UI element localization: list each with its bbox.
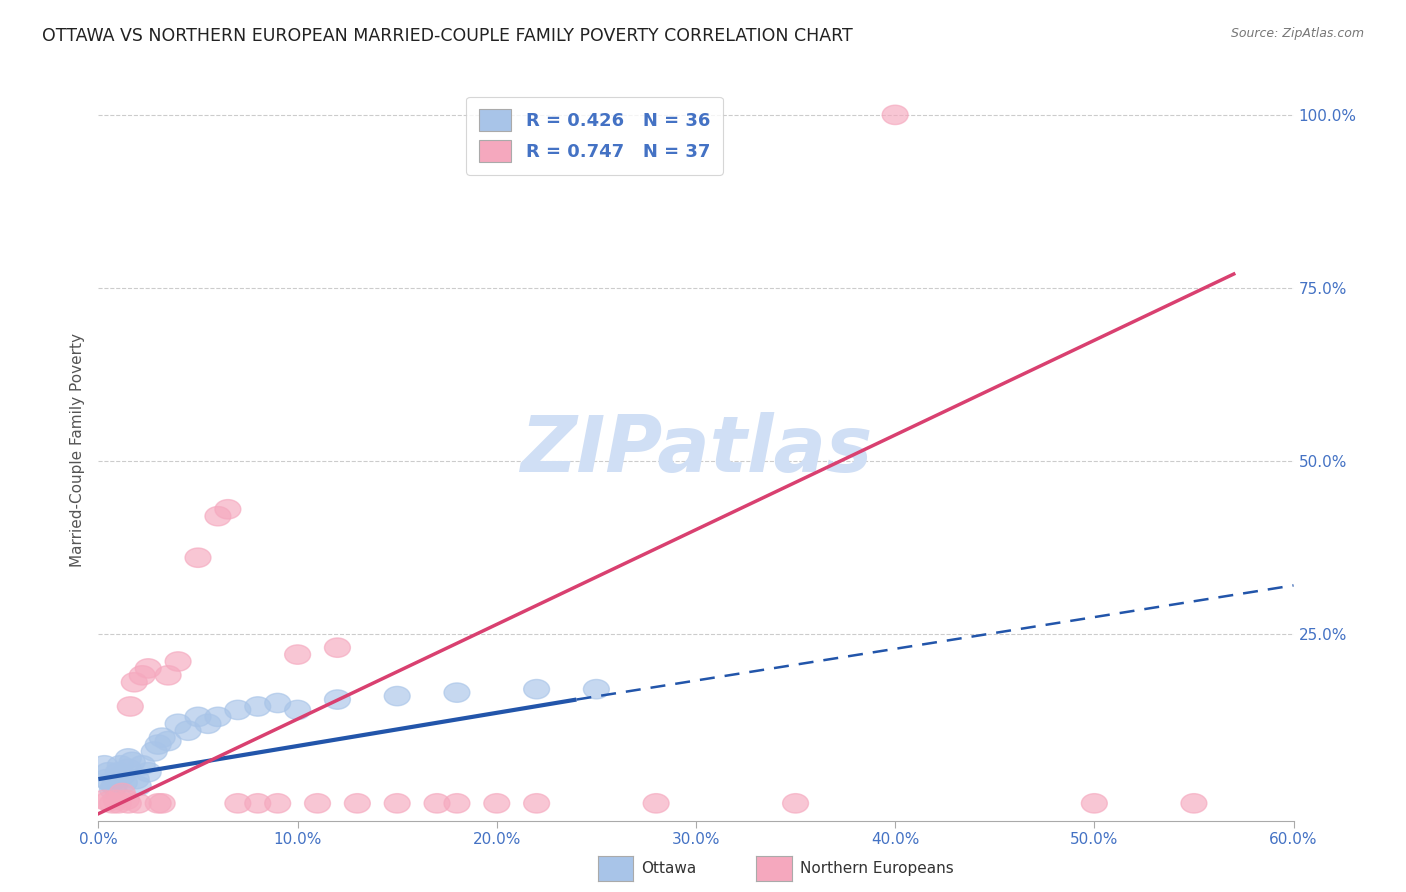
Ellipse shape	[111, 772, 138, 792]
Ellipse shape	[284, 645, 311, 665]
Ellipse shape	[444, 683, 470, 702]
Ellipse shape	[129, 756, 155, 775]
Ellipse shape	[125, 776, 152, 796]
Ellipse shape	[783, 794, 808, 813]
Ellipse shape	[107, 756, 134, 775]
Ellipse shape	[882, 105, 908, 125]
Ellipse shape	[115, 794, 141, 813]
Ellipse shape	[523, 680, 550, 698]
Ellipse shape	[155, 731, 181, 751]
Ellipse shape	[225, 700, 250, 720]
Ellipse shape	[91, 756, 117, 775]
Ellipse shape	[523, 794, 550, 813]
Ellipse shape	[149, 794, 176, 813]
Ellipse shape	[120, 752, 145, 772]
Ellipse shape	[96, 763, 121, 782]
Ellipse shape	[104, 770, 129, 789]
Ellipse shape	[115, 759, 141, 779]
Ellipse shape	[155, 665, 181, 685]
Ellipse shape	[186, 707, 211, 727]
Ellipse shape	[643, 794, 669, 813]
Ellipse shape	[114, 790, 139, 810]
Text: Ottawa: Ottawa	[641, 862, 696, 876]
Ellipse shape	[104, 790, 129, 810]
Ellipse shape	[1081, 794, 1108, 813]
Ellipse shape	[100, 780, 125, 799]
Ellipse shape	[105, 763, 131, 782]
Ellipse shape	[245, 794, 271, 813]
Ellipse shape	[1181, 794, 1206, 813]
Ellipse shape	[284, 700, 311, 720]
Ellipse shape	[245, 697, 271, 716]
Ellipse shape	[205, 707, 231, 727]
Ellipse shape	[384, 794, 411, 813]
Text: ZIPatlas: ZIPatlas	[520, 412, 872, 489]
Ellipse shape	[135, 658, 162, 678]
Text: OTTAWA VS NORTHERN EUROPEAN MARRIED-COUPLE FAMILY POVERTY CORRELATION CHART: OTTAWA VS NORTHERN EUROPEAN MARRIED-COUP…	[42, 27, 853, 45]
Ellipse shape	[425, 794, 450, 813]
Ellipse shape	[264, 693, 291, 713]
Ellipse shape	[186, 548, 211, 567]
Ellipse shape	[117, 697, 143, 716]
Ellipse shape	[121, 673, 148, 692]
Ellipse shape	[145, 735, 172, 755]
Ellipse shape	[93, 770, 120, 789]
Ellipse shape	[344, 794, 370, 813]
Ellipse shape	[195, 714, 221, 733]
Ellipse shape	[205, 507, 231, 526]
Ellipse shape	[384, 687, 411, 706]
Ellipse shape	[305, 794, 330, 813]
Ellipse shape	[215, 500, 240, 519]
Ellipse shape	[115, 748, 141, 768]
Ellipse shape	[149, 728, 176, 747]
Ellipse shape	[165, 652, 191, 671]
Ellipse shape	[110, 766, 135, 785]
Text: Source: ZipAtlas.com: Source: ZipAtlas.com	[1230, 27, 1364, 40]
Ellipse shape	[97, 772, 124, 792]
Ellipse shape	[264, 794, 291, 813]
Ellipse shape	[141, 742, 167, 761]
Ellipse shape	[125, 794, 152, 813]
Y-axis label: Married-Couple Family Poverty: Married-Couple Family Poverty	[70, 334, 86, 567]
Ellipse shape	[105, 794, 131, 813]
Ellipse shape	[100, 794, 125, 813]
Ellipse shape	[165, 714, 191, 733]
Ellipse shape	[96, 791, 121, 811]
Legend: R = 0.426   N = 36, R = 0.747   N = 37: R = 0.426 N = 36, R = 0.747 N = 37	[465, 96, 723, 175]
Ellipse shape	[129, 665, 155, 685]
Ellipse shape	[124, 770, 149, 789]
Ellipse shape	[583, 680, 609, 698]
Ellipse shape	[325, 638, 350, 657]
Ellipse shape	[225, 794, 250, 813]
Ellipse shape	[145, 794, 172, 813]
Ellipse shape	[110, 783, 135, 803]
Ellipse shape	[444, 794, 470, 813]
Ellipse shape	[91, 790, 117, 810]
Ellipse shape	[101, 776, 128, 796]
Ellipse shape	[135, 763, 162, 782]
Ellipse shape	[325, 690, 350, 709]
Text: Northern Europeans: Northern Europeans	[800, 862, 953, 876]
Ellipse shape	[176, 721, 201, 740]
Ellipse shape	[484, 794, 510, 813]
